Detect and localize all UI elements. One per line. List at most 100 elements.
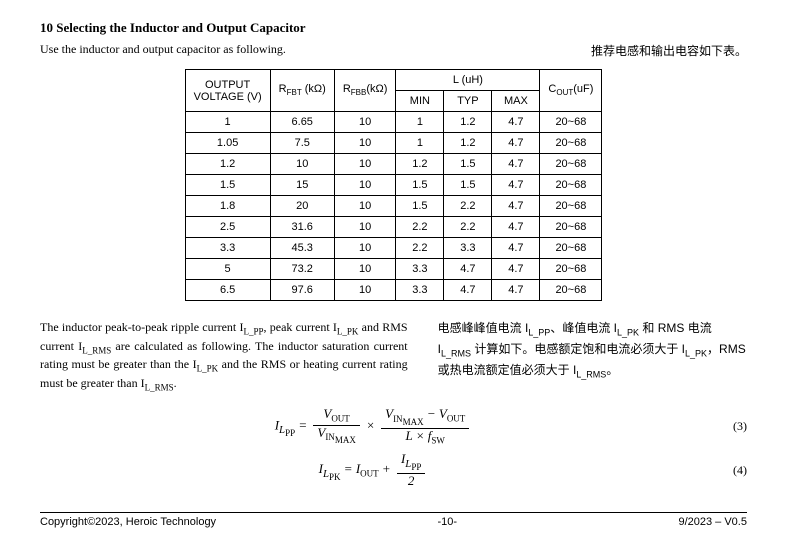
table-cell: 20~68: [540, 175, 602, 196]
table-cell: 5: [185, 259, 270, 280]
table-cell: 4.7: [492, 175, 540, 196]
table-cell: 6.65: [270, 112, 334, 133]
table-cell: 2.2: [396, 217, 444, 238]
section-number: 10: [40, 20, 53, 35]
table-cell: 4.7: [492, 280, 540, 301]
table-cell: 20: [270, 196, 334, 217]
table-cell: 31.6: [270, 217, 334, 238]
table-cell: 20~68: [540, 196, 602, 217]
table-cell: 20~68: [540, 217, 602, 238]
intro-en: Use the inductor and output capacitor as…: [40, 42, 286, 59]
intro-cn: 推荐电感和输出电容如下表。: [591, 42, 747, 59]
table-cell: 10: [334, 280, 396, 301]
table-cell: 3.3: [185, 238, 270, 259]
th-rfbt: RFBT (kΩ): [270, 70, 334, 112]
table-cell: 1: [396, 133, 444, 154]
equation-4-body: ILPK = IOUT + ILPP 2: [40, 452, 707, 488]
table-cell: 1.8: [185, 196, 270, 217]
th-typ: TYP: [444, 91, 492, 112]
table-row: 6.597.6103.34.74.720~68: [185, 280, 602, 301]
table-cell: 20~68: [540, 112, 602, 133]
th-cout: COUT(uF): [540, 70, 602, 112]
table-cell: 4.7: [444, 280, 492, 301]
table-row: 1.515101.51.54.720~68: [185, 175, 602, 196]
table-cell: 1.5: [185, 175, 270, 196]
table-cell: 1.2: [396, 154, 444, 175]
footer-page-number: -10-: [437, 516, 457, 528]
table-row: 16.651011.24.720~68: [185, 112, 602, 133]
footer-copyright: Copyright©2023, Heroic Technology: [40, 516, 216, 528]
table-cell: 10: [334, 112, 396, 133]
table-cell: 3.3: [444, 238, 492, 259]
table-cell: 2.2: [444, 196, 492, 217]
equation-3-body: ILPP = VOUT VINMAX × VINMAX − VOUT L × f…: [40, 407, 707, 446]
equation-3: ILPP = VOUT VINMAX × VINMAX − VOUT L × f…: [40, 407, 747, 446]
equation-4-number: (4): [707, 463, 747, 478]
table-cell: 10: [270, 154, 334, 175]
table-cell: 3.3: [396, 280, 444, 301]
table-cell: 4.7: [492, 238, 540, 259]
table-cell: 20~68: [540, 280, 602, 301]
table-cell: 20~68: [540, 259, 602, 280]
table-cell: 1: [396, 112, 444, 133]
table-cell: 10: [334, 133, 396, 154]
table-row: 2.531.6102.22.24.720~68: [185, 217, 602, 238]
th-max: MAX: [492, 91, 540, 112]
table-cell: 1.5: [444, 175, 492, 196]
section-heading: 10 Selecting the Inductor and Output Cap…: [40, 20, 747, 36]
section-title-text: Selecting the Inductor and Output Capaci…: [56, 20, 305, 35]
table-row: 573.2103.34.74.720~68: [185, 259, 602, 280]
component-table: OUTPUT VOLTAGE (V) RFBT (kΩ) RFBB(kΩ) L …: [185, 69, 603, 301]
intro-row: Use the inductor and output capacitor as…: [40, 42, 747, 59]
table-cell: 10: [334, 154, 396, 175]
table-cell: 1.5: [444, 154, 492, 175]
th-min: MIN: [396, 91, 444, 112]
table-cell: 1.5: [396, 196, 444, 217]
th-rfbb: RFBB(kΩ): [334, 70, 396, 112]
th-output-voltage: OUTPUT VOLTAGE (V): [185, 70, 270, 112]
paragraph-en: The inductor peak-to-peak ripple current…: [40, 319, 408, 393]
table-cell: 97.6: [270, 280, 334, 301]
table-cell: 1.2: [444, 112, 492, 133]
table-cell: 20~68: [540, 238, 602, 259]
equation-4: ILPK = IOUT + ILPP 2 (4): [40, 452, 747, 488]
table-cell: 10: [334, 238, 396, 259]
table-cell: 4.7: [492, 217, 540, 238]
table-cell: 4.7: [444, 259, 492, 280]
page-footer: Copyright©2023, Heroic Technology -10- 9…: [40, 512, 747, 528]
table-cell: 20~68: [540, 133, 602, 154]
table-cell: 4.7: [492, 259, 540, 280]
table-cell: 6.5: [185, 280, 270, 301]
table-cell: 1.05: [185, 133, 270, 154]
table-cell: 3.3: [396, 259, 444, 280]
table-cell: 10: [334, 217, 396, 238]
table-cell: 1: [185, 112, 270, 133]
footer-version: 9/2023 – V0.5: [678, 516, 747, 528]
table-cell: 20~68: [540, 154, 602, 175]
table-cell: 1.5: [396, 175, 444, 196]
table-cell: 1.2: [444, 133, 492, 154]
equation-3-number: (3): [707, 419, 747, 434]
table-row: 1.057.51011.24.720~68: [185, 133, 602, 154]
table-cell: 7.5: [270, 133, 334, 154]
table-row: 1.820101.52.24.720~68: [185, 196, 602, 217]
paragraph-row: The inductor peak-to-peak ripple current…: [40, 319, 747, 393]
table-cell: 45.3: [270, 238, 334, 259]
table-cell: 2.2: [396, 238, 444, 259]
table-cell: 4.7: [492, 196, 540, 217]
table-cell: 73.2: [270, 259, 334, 280]
table-cell: 10: [334, 259, 396, 280]
table-row: 1.210101.21.54.720~68: [185, 154, 602, 175]
table-cell: 4.7: [492, 154, 540, 175]
table-cell: 1.2: [185, 154, 270, 175]
table-cell: 10: [334, 196, 396, 217]
table-cell: 4.7: [492, 112, 540, 133]
table-row: 3.345.3102.23.34.720~68: [185, 238, 602, 259]
paragraph-cn: 电感峰峰值电流 IL_PP、峰值电流 IL_PK 和 RMS 电流 IL_RMS…: [438, 319, 747, 393]
table-cell: 4.7: [492, 133, 540, 154]
th-l-group: L (uH): [396, 70, 540, 91]
table-cell: 2.5: [185, 217, 270, 238]
table-cell: 2.2: [444, 217, 492, 238]
table-cell: 15: [270, 175, 334, 196]
table-cell: 10: [334, 175, 396, 196]
